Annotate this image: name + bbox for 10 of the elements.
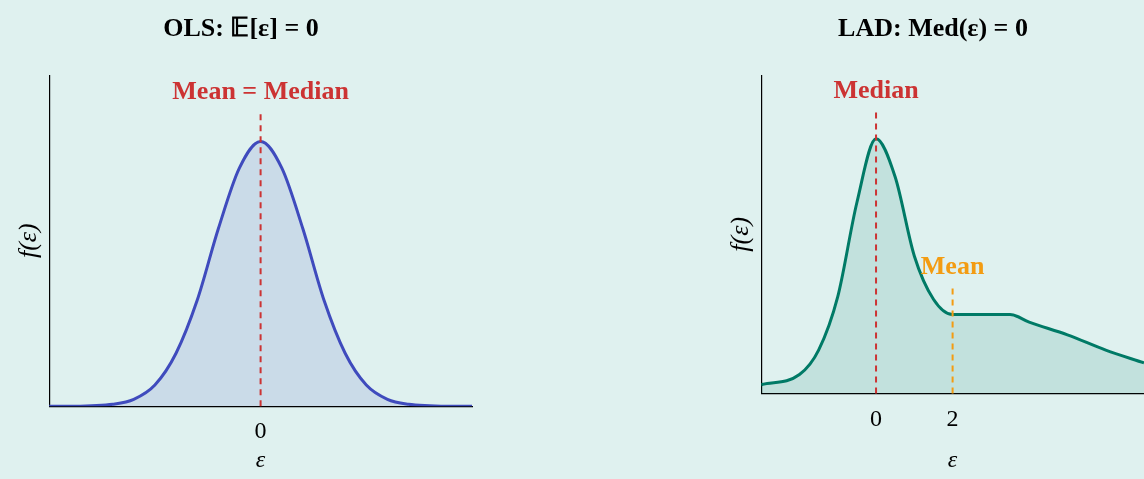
y-axis-title: f(ε) (13, 223, 43, 259)
ref-line-label: Median (833, 75, 920, 105)
ref-line-label: Mean (920, 250, 985, 280)
text: Mean = Median (172, 76, 349, 106)
x-axis-title: ε (255, 445, 266, 472)
chart-title: OLS: 𝔼[ε] = 0 (163, 13, 319, 43)
chart-title: LAD: Med(ε) = 0 (838, 13, 1028, 43)
y-axis-title: f(ε) (725, 216, 755, 252)
x-axis-title: ε (947, 445, 958, 472)
x-tick-label: 2 (946, 405, 959, 432)
